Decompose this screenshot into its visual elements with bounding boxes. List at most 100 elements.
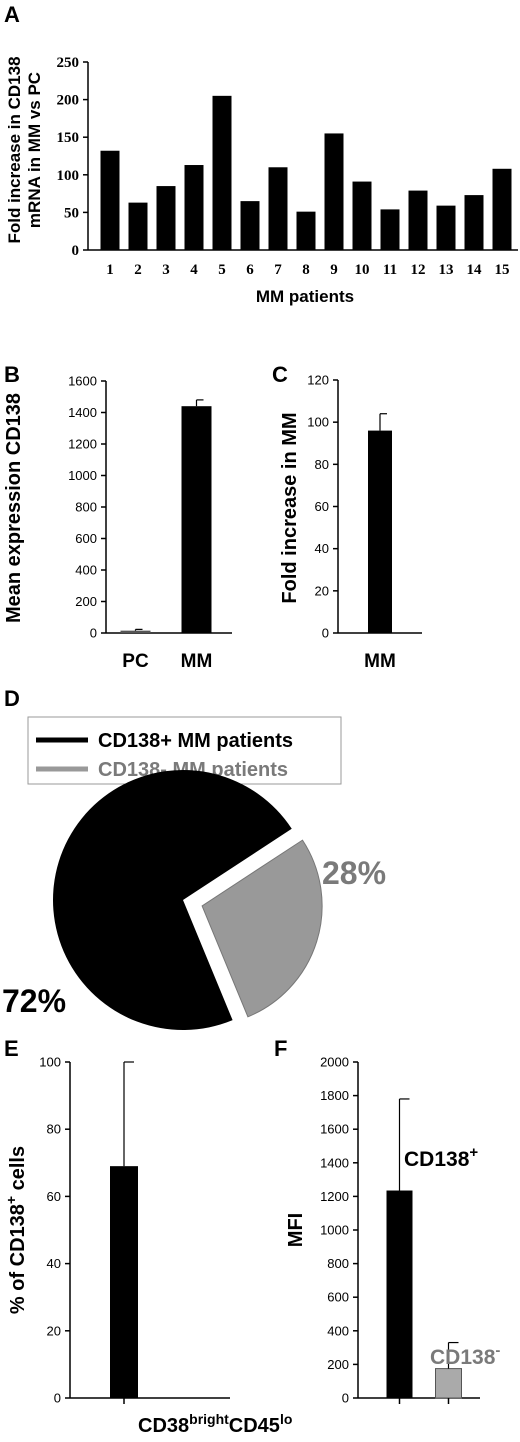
y-tick-label: 1200	[68, 437, 97, 452]
y-tick-label: 400	[75, 563, 97, 578]
x-axis-title: CD38brightCD45lo	[138, 1411, 292, 1437]
x-category-label: 6	[246, 262, 254, 278]
chart-panel-c: 0 20 40 60 80 100 120 MM Fold increase in MM	[279, 373, 422, 672]
y-tick-label: 0	[322, 626, 329, 641]
y-tick-label: 400	[327, 1323, 349, 1338]
panel-label-c: C	[272, 362, 288, 387]
x-category-label: PC	[122, 651, 149, 672]
x-category-label: 12	[411, 262, 426, 278]
y-tick-label: 200	[327, 1357, 349, 1372]
y-axis-title: Mean expression CD138	[3, 393, 25, 623]
legend-entry: CD138- MM patients	[98, 759, 288, 781]
bar	[408, 190, 428, 250]
x-category-label: 11	[383, 262, 397, 278]
y-axis-title: Fold increase in CD138mRNA in MM vs PC	[5, 56, 44, 243]
chart-panel-f: 0 200 400 600 800 1000 1200 1400 1600 1800 2000 MFI…	[285, 1055, 500, 1406]
x-category-label: 7	[274, 262, 282, 278]
y-axis-title: MFI	[285, 1213, 307, 1247]
y-axis-title: Fold increase in MM	[279, 412, 301, 603]
y-tick-label: 0	[54, 1391, 61, 1406]
bar	[268, 167, 288, 250]
bar	[368, 430, 392, 633]
y-tick-label: 120	[307, 373, 329, 388]
y-tick-label: 1600	[68, 374, 97, 389]
x-category-label: 4	[190, 262, 198, 278]
x-category-label: MM	[364, 651, 396, 672]
bar	[212, 95, 232, 250]
annotation-text: CD138	[404, 1148, 470, 1171]
y-axis-title-line-1: Fold increase in CD138	[5, 56, 24, 243]
pie-slice	[53, 770, 292, 1030]
bar	[120, 630, 151, 633]
bar	[435, 1368, 462, 1399]
chart-panel-b: 0 200 400 600 800 1000 1200 1400 1600 PC MM Mean ex…	[3, 374, 232, 672]
y-tick-label: 1600	[320, 1122, 349, 1137]
x-category-label: 5	[218, 262, 226, 278]
x-category-label: 3	[162, 262, 170, 278]
chart-panel-d: CD138+ MM patients CD138- MM patients 72% 2…	[2, 716, 386, 1030]
y-tick-label: 1400	[68, 405, 97, 420]
y-tick-label: 150	[57, 130, 80, 146]
y-axis-title-text: % of CD138	[7, 1204, 29, 1314]
pie-percent-label: 72%	[2, 983, 66, 1019]
bar	[324, 133, 344, 250]
y-tick-label: 0	[72, 243, 80, 259]
y-tick-label: 1800	[320, 1088, 349, 1103]
x-axis-title: MM patients	[256, 287, 354, 306]
y-tick-label: 0	[342, 1391, 349, 1406]
x-axis-title-superscript: bright	[189, 1411, 229, 1427]
y-tick-label: 800	[75, 500, 97, 515]
x-axis-title-superscript: lo	[280, 1411, 292, 1427]
y-tick-label: 60	[47, 1189, 61, 1204]
panel-label-f: F	[274, 1036, 287, 1061]
y-axis-title-superscript: +	[3, 1196, 19, 1204]
annotation-cd138-negative: CD138-	[430, 1342, 500, 1369]
panel-label-e: E	[4, 1036, 19, 1061]
y-axis-title-line-2: mRNA in MM vs PC	[25, 72, 44, 228]
y-tick-label: 2000	[320, 1055, 349, 1070]
panel-label-b: B	[4, 362, 20, 387]
legend-entry: CD138+ MM patients	[98, 730, 293, 752]
bar	[464, 195, 484, 250]
x-axis-title-part: CD38	[138, 1415, 189, 1437]
bar	[352, 181, 372, 250]
pie-percent-label: 28%	[322, 855, 386, 891]
y-tick-label: 80	[315, 457, 329, 472]
y-tick-label: 1200	[320, 1189, 349, 1204]
y-tick-label: 1000	[320, 1223, 349, 1238]
y-tick-label: 80	[47, 1122, 61, 1137]
bar	[386, 1190, 413, 1398]
y-tick-label: 250	[57, 55, 80, 71]
annotation-superscript: +	[469, 1144, 478, 1161]
y-tick-label: 0	[90, 626, 97, 641]
annotation-superscript: -	[495, 1342, 500, 1359]
bar	[380, 209, 400, 250]
x-axis-title-part: CD45	[229, 1415, 280, 1437]
y-tick-label: 100	[57, 168, 80, 184]
y-tick-label: 40	[47, 1256, 61, 1271]
y-tick-label: 1400	[320, 1155, 349, 1170]
bar	[181, 406, 212, 633]
y-tick-label: 50	[64, 205, 79, 221]
x-category-label: 10	[355, 262, 370, 278]
bar	[110, 1166, 138, 1398]
bar	[296, 211, 316, 250]
x-category-label: 9	[330, 262, 338, 278]
y-tick-label: 40	[315, 541, 329, 556]
x-category-label: 14	[467, 262, 483, 278]
bar	[128, 202, 148, 250]
bar	[436, 205, 456, 250]
y-tick-label: 60	[315, 499, 329, 514]
bar	[156, 186, 176, 250]
y-tick-label: 600	[75, 531, 97, 546]
chart-panel-e: 0 20 40 60 80 100 % of CD138+ cells CD38brightC…	[3, 1055, 292, 1438]
annotation-text: CD138	[430, 1346, 496, 1369]
bar	[240, 201, 260, 250]
y-tick-label: 100	[307, 415, 329, 430]
x-category-label: 13	[439, 262, 454, 278]
x-category-label: MM	[181, 651, 213, 672]
pie-slice	[201, 839, 323, 1018]
y-tick-label: 800	[327, 1256, 349, 1271]
y-tick-label: 1000	[68, 468, 97, 483]
